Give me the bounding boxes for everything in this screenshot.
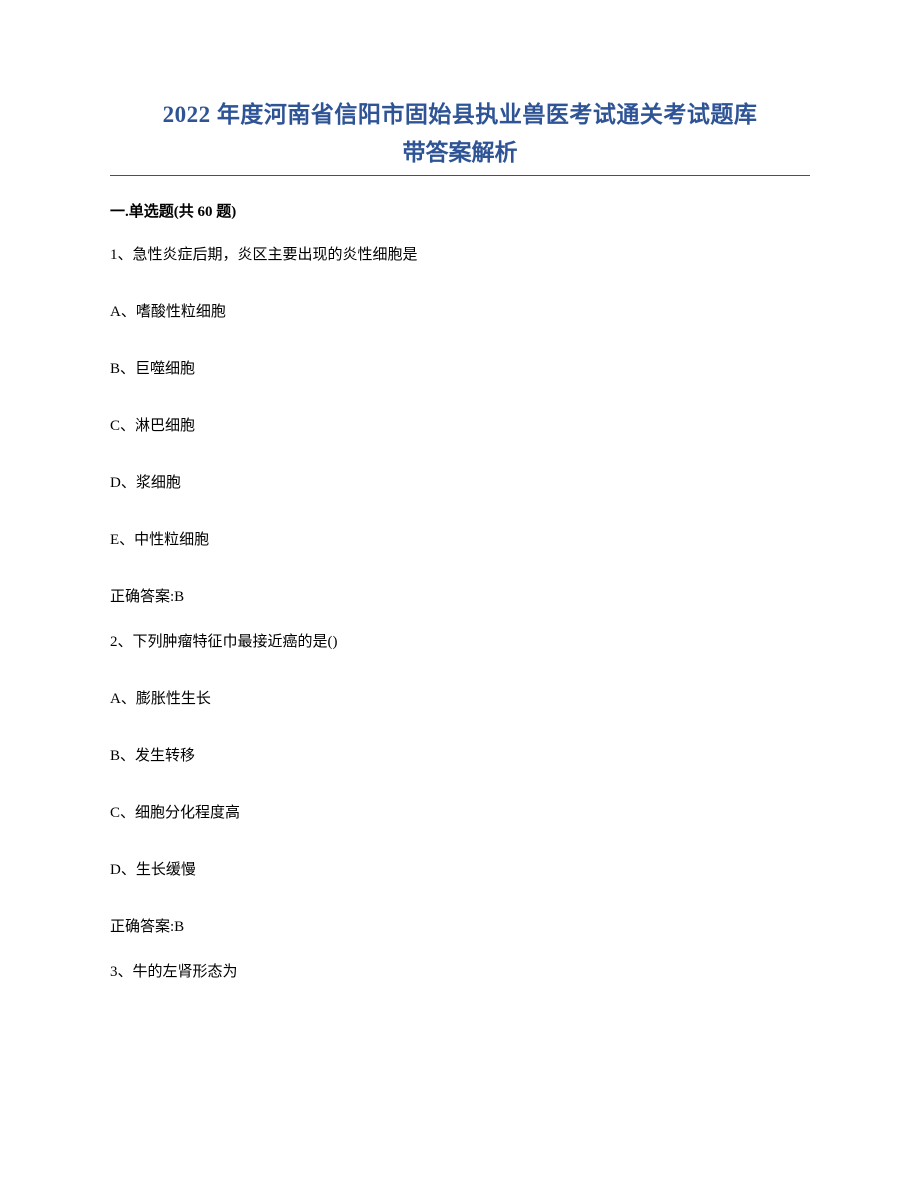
question-2-answer: 正确答案:B [110,917,810,938]
question-1-option-e: E、中性粒细胞 [110,530,810,551]
question-1-option-a: A、嗜酸性粒细胞 [110,302,810,323]
question-2-option-b: B、发生转移 [110,746,810,767]
question-2-option-c: C、细胞分化程度高 [110,803,810,824]
question-1-option-d: D、浆细胞 [110,473,810,494]
question-1-option-b: B、巨噬细胞 [110,359,810,380]
question-3-text: 3、牛的左肾形态为 [110,962,810,983]
title-underline [110,175,810,176]
question-1-answer: 正确答案:B [110,587,810,608]
question-2-option-a: A、膨胀性生长 [110,689,810,710]
document-title: 2022 年度河南省信阳市固始县执业兽医考试通关考试题库 带答案解析 [110,95,810,167]
question-1-option-c: C、淋巴细胞 [110,416,810,437]
question-2-option-d: D、生长缓慢 [110,860,810,881]
title-line-1: 2022 年度河南省信阳市固始县执业兽医考试通关考试题库 [110,95,810,129]
question-1-text: 1、急性炎症后期，炎区主要出现的炎性细胞是 [110,245,810,266]
question-2-text: 2、下列肿瘤特征巾最接近癌的是() [110,632,810,653]
title-line-2: 带答案解析 [110,133,810,167]
section-header: 一.单选题(共 60 题) [110,200,810,221]
